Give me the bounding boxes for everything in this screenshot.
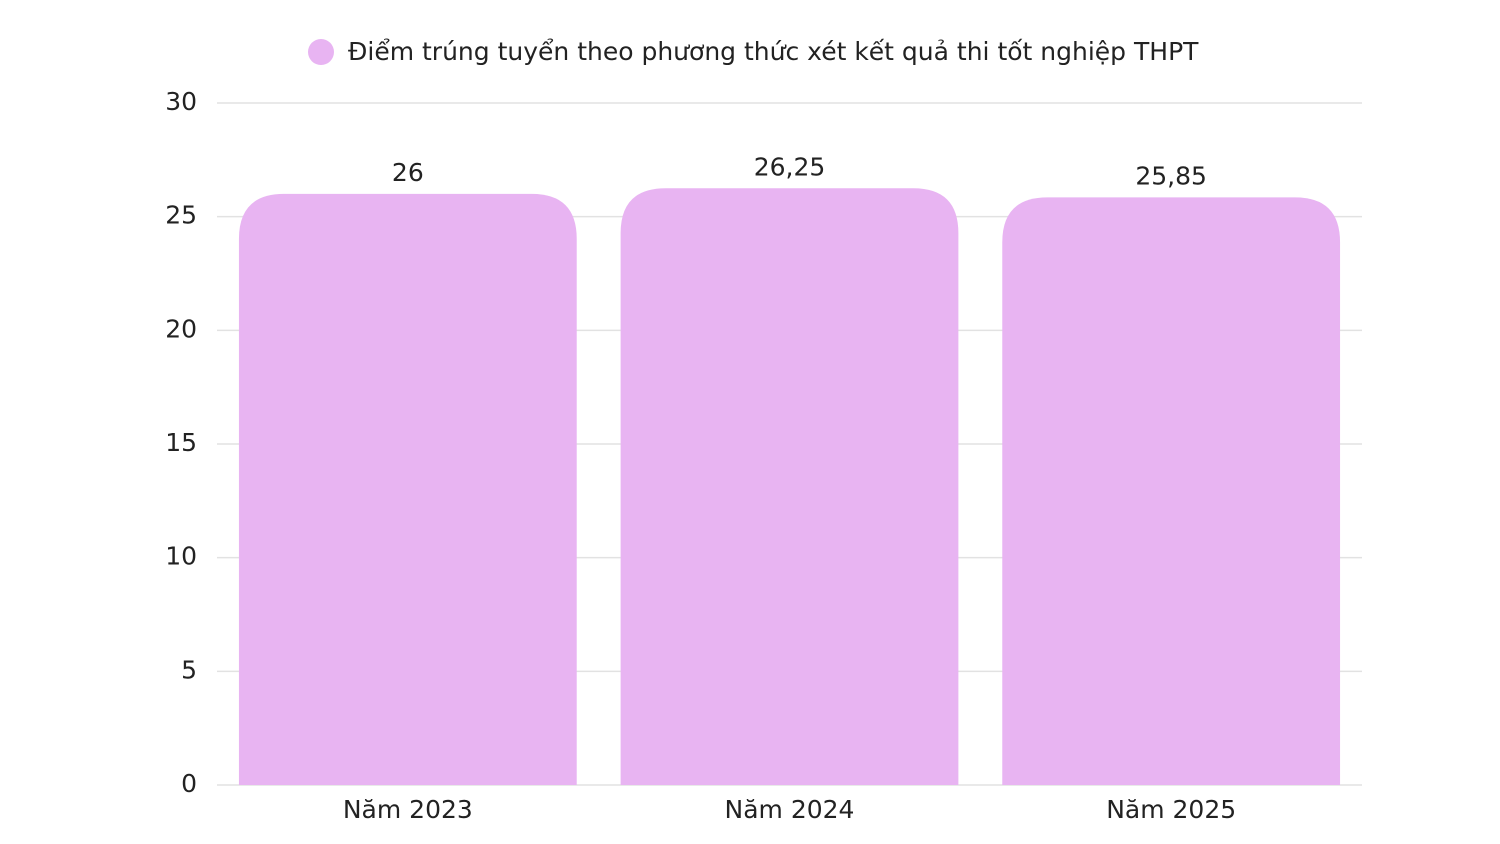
y-tick-label: 25 bbox=[165, 201, 197, 230]
y-tick-label: 0 bbox=[181, 769, 197, 798]
bar bbox=[620, 188, 959, 785]
value-label: 26,25 bbox=[754, 152, 826, 181]
y-tick-label: 5 bbox=[181, 655, 197, 684]
y-tick-label: 10 bbox=[165, 542, 197, 571]
x-tick-label: Năm 2024 bbox=[725, 795, 855, 824]
x-tick-label: Năm 2025 bbox=[1106, 795, 1236, 824]
y-tick-label: 15 bbox=[165, 428, 197, 457]
value-label: 25,85 bbox=[1135, 161, 1207, 190]
legend-label: Điểm trúng tuyển theo phương thức xét kế… bbox=[348, 37, 1199, 66]
bar bbox=[1002, 197, 1341, 786]
y-tick-label: 30 bbox=[165, 87, 197, 116]
legend-swatch bbox=[308, 39, 334, 65]
bar bbox=[238, 193, 577, 785]
x-tick-label: Năm 2023 bbox=[343, 795, 473, 824]
y-tick-label: 20 bbox=[165, 314, 197, 343]
value-label: 26 bbox=[392, 158, 424, 187]
